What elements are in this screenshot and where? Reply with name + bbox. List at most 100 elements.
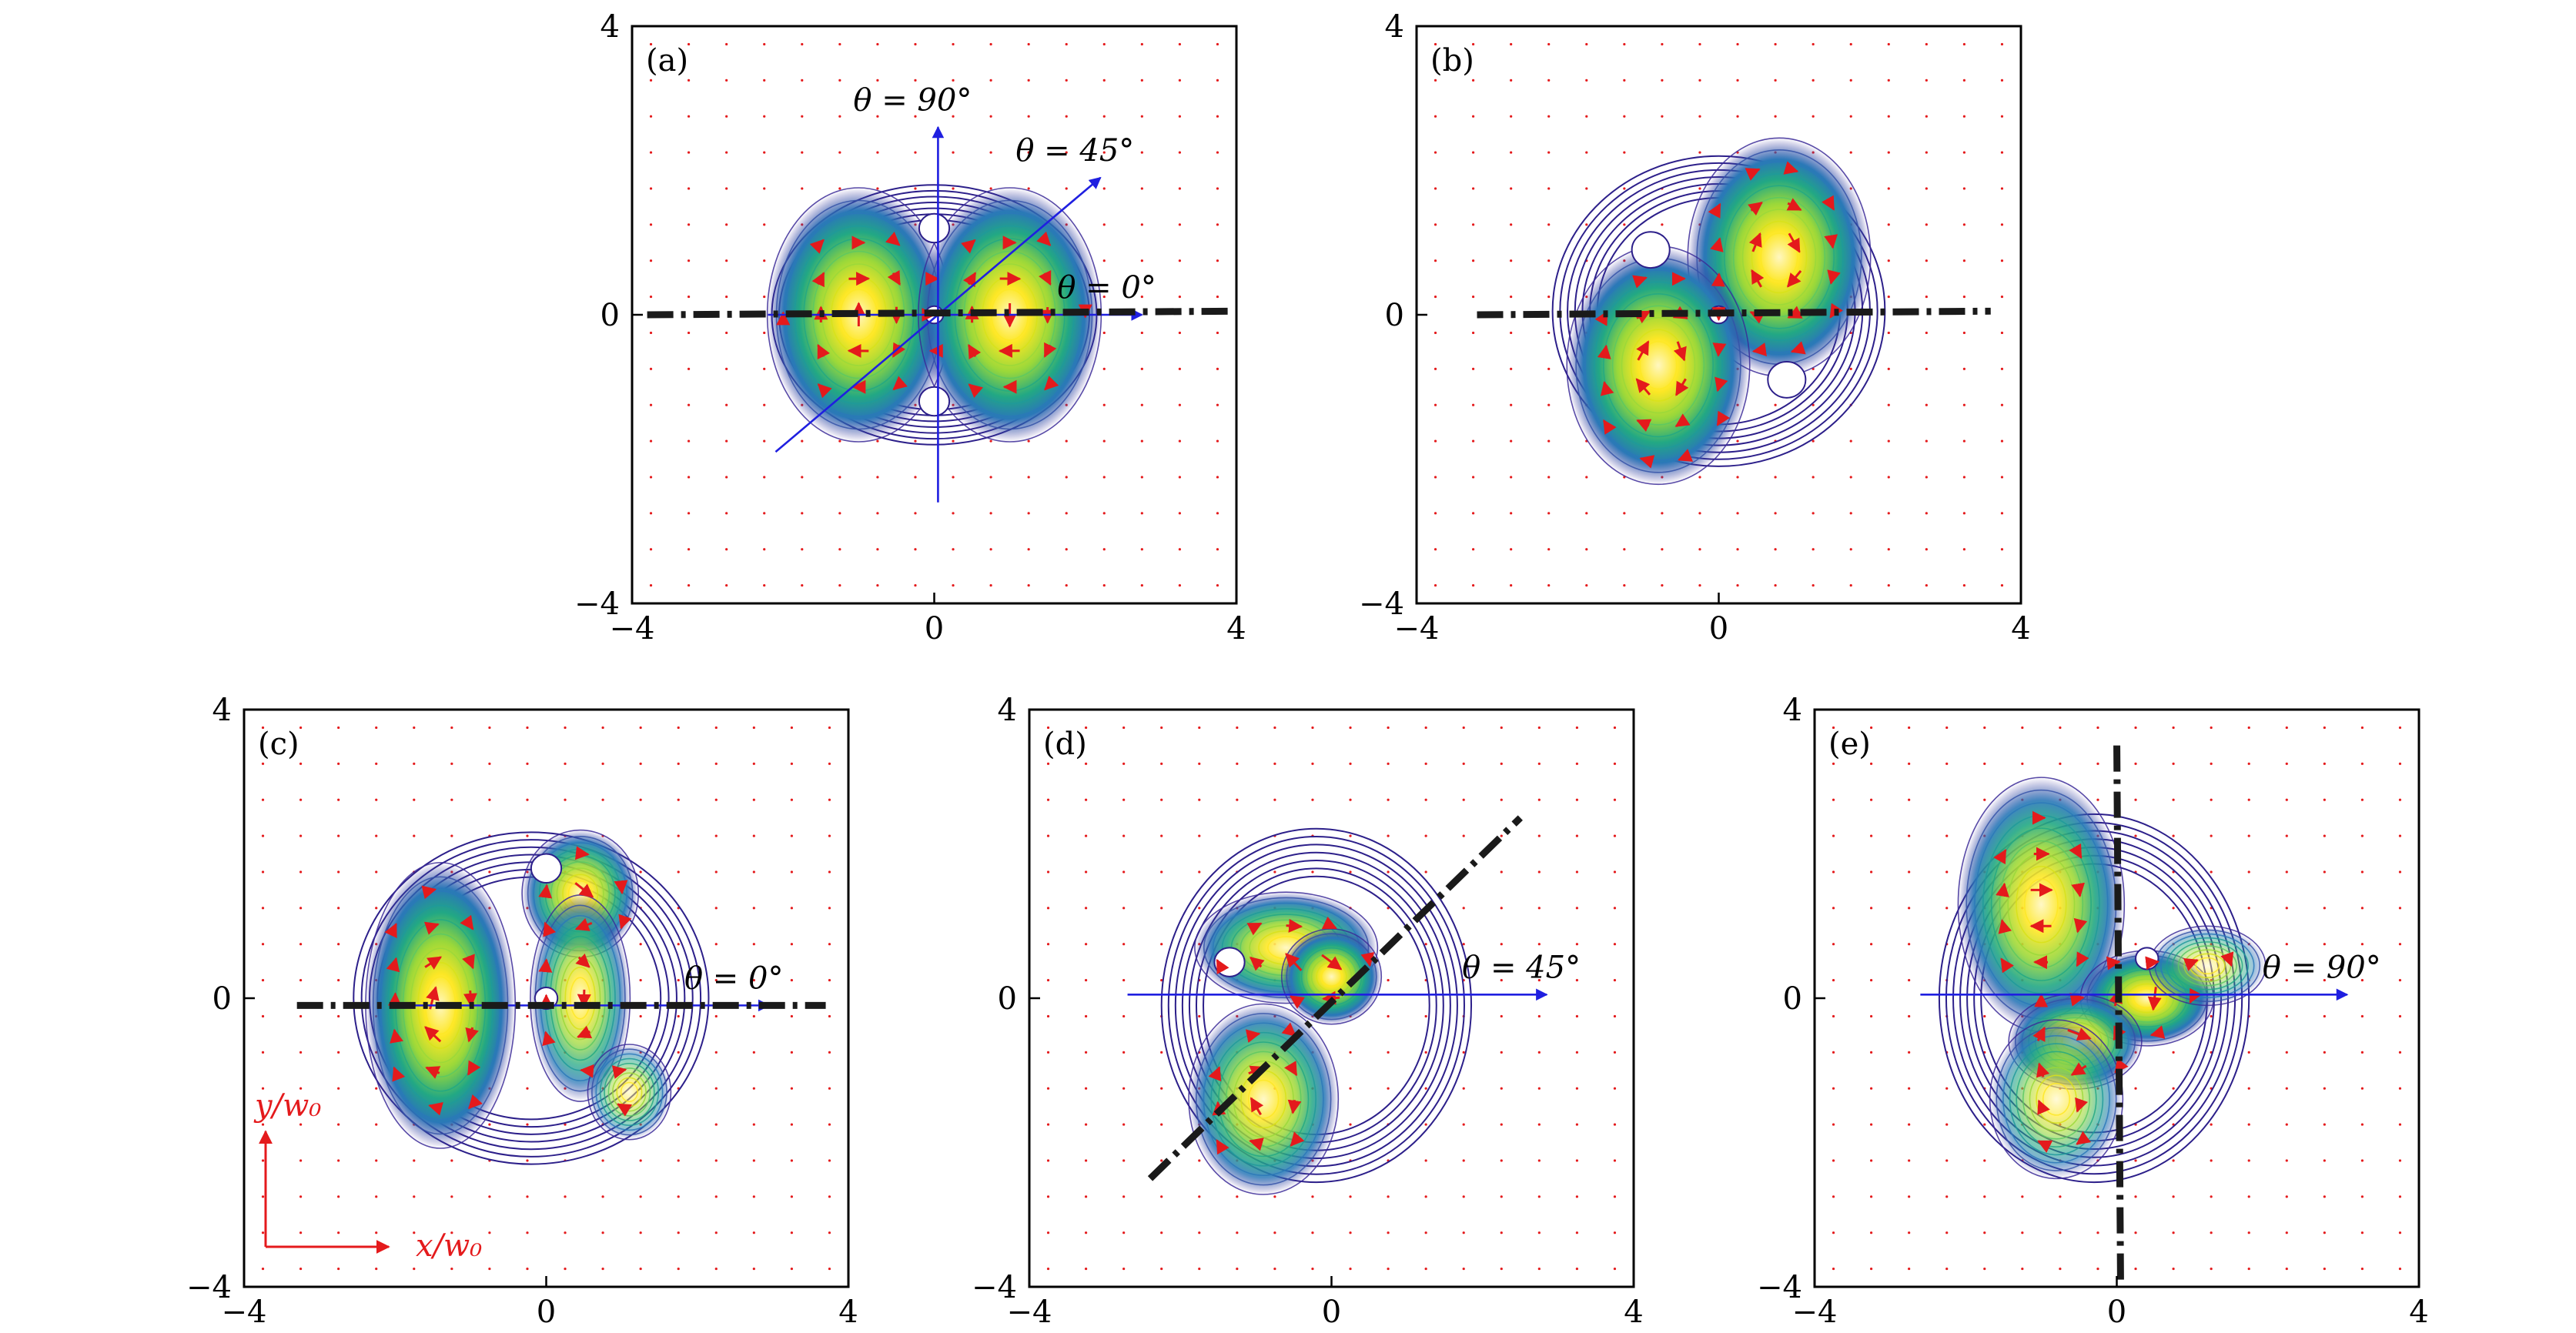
field-dot [261, 943, 265, 946]
field-dot [1471, 439, 1475, 443]
field-dot [2000, 512, 2004, 515]
field-dot [1623, 42, 1626, 46]
field-dot [714, 943, 718, 946]
field-dot [1349, 870, 1352, 874]
field-dot [790, 1014, 794, 1018]
field-dot [1869, 943, 1873, 946]
intensity-lobe [1958, 777, 2125, 1032]
field-dot [1832, 798, 1835, 801]
field-arrow [1677, 449, 1694, 462]
field-dot [1613, 978, 1617, 982]
field-dot [725, 295, 728, 299]
field-dot [1832, 1231, 1835, 1234]
field-dot [790, 978, 794, 982]
field-dot [1065, 42, 1068, 46]
contour-line [1990, 827, 2092, 981]
field-dot [790, 1267, 794, 1271]
field-dot [1774, 403, 1777, 406]
field-dot [1869, 1014, 1873, 1018]
field-dot [1774, 79, 1777, 82]
panel-label: (c) [258, 727, 299, 762]
field-dot [2285, 1267, 2288, 1271]
y-tick-label: 4 [1783, 693, 1802, 728]
field-dot [2021, 726, 2024, 730]
field-dot [828, 1087, 831, 1090]
field-arrow [1632, 275, 1648, 289]
field-dot [1500, 1051, 1503, 1054]
field-dot [1908, 907, 1911, 910]
field-dot [828, 1231, 831, 1234]
field-dot [375, 907, 378, 910]
field-dot [1510, 223, 1513, 226]
field-dot [1102, 187, 1106, 190]
field-dot [1887, 439, 1890, 443]
field-dot [1812, 42, 1815, 46]
field-dot [1500, 1195, 1503, 1198]
field-dot [1585, 476, 1588, 479]
field-dot [1698, 79, 1701, 82]
field-dot [1046, 1123, 1050, 1126]
field-dot [639, 834, 642, 837]
field-arrow [811, 272, 825, 288]
field-arrow [465, 1027, 479, 1043]
contour-hole [530, 853, 563, 884]
field-arrow [1289, 995, 1305, 1009]
field-dot [1547, 512, 1551, 515]
field-dot [1510, 259, 1513, 262]
field-dot [450, 1267, 453, 1271]
field-dot [1736, 42, 1739, 46]
contour-hole [1767, 360, 1807, 399]
field-dot [828, 726, 831, 730]
field-dot [952, 548, 955, 551]
field-dot [2021, 1195, 2024, 1198]
field-dot [299, 978, 303, 982]
field-dot [1575, 943, 1579, 946]
field-dot [2247, 834, 2250, 837]
field-dot [1925, 476, 1928, 479]
field-dot [1887, 259, 1890, 262]
field-arrow [1216, 958, 1229, 974]
contour-line [1296, 942, 1367, 1011]
field-dot [677, 1231, 680, 1234]
field-dot [1102, 367, 1106, 370]
field-dot [714, 1159, 718, 1162]
field-dot [1832, 1195, 1835, 1198]
field-dot [1273, 870, 1276, 874]
theta-label: θ = 45° [1462, 950, 1581, 985]
contour-line [2160, 933, 2255, 998]
field-dot [1908, 1267, 1911, 1271]
field-dot [763, 151, 766, 154]
field-dot [1575, 870, 1579, 874]
field-dot [1698, 42, 1701, 46]
field-dot [1661, 583, 1664, 587]
field-dot [1698, 187, 1701, 190]
field-dot [299, 762, 303, 765]
field-dot [2360, 1195, 2364, 1198]
field-dot [1547, 476, 1551, 479]
field-dot [2398, 762, 2402, 765]
field-arrow [2220, 951, 2234, 967]
field-arrow [2069, 843, 2083, 859]
field-dot [1585, 42, 1588, 46]
contour-ring [360, 839, 702, 1158]
field-arrow [1286, 918, 1303, 933]
field-dot [1945, 1123, 1949, 1126]
field-dot [1140, 259, 1143, 262]
field-dot [2172, 907, 2175, 910]
field-dot [1027, 476, 1030, 479]
field-dot [1065, 187, 1068, 190]
field-dot [687, 223, 691, 226]
x-tick-label: 0 [1709, 611, 1728, 646]
field-dot [1084, 870, 1088, 874]
field-dot [1102, 512, 1106, 515]
field-dot [1216, 115, 1219, 118]
contour-line [1584, 269, 1732, 462]
field-dot [450, 798, 453, 801]
field-dot [1311, 726, 1314, 730]
field-dot [1236, 762, 1239, 765]
field-dot [2323, 907, 2326, 910]
contour-line [2022, 1058, 2090, 1140]
field-dot [790, 1159, 794, 1162]
field-dot [1547, 367, 1551, 370]
field-dot [1945, 1159, 1949, 1162]
